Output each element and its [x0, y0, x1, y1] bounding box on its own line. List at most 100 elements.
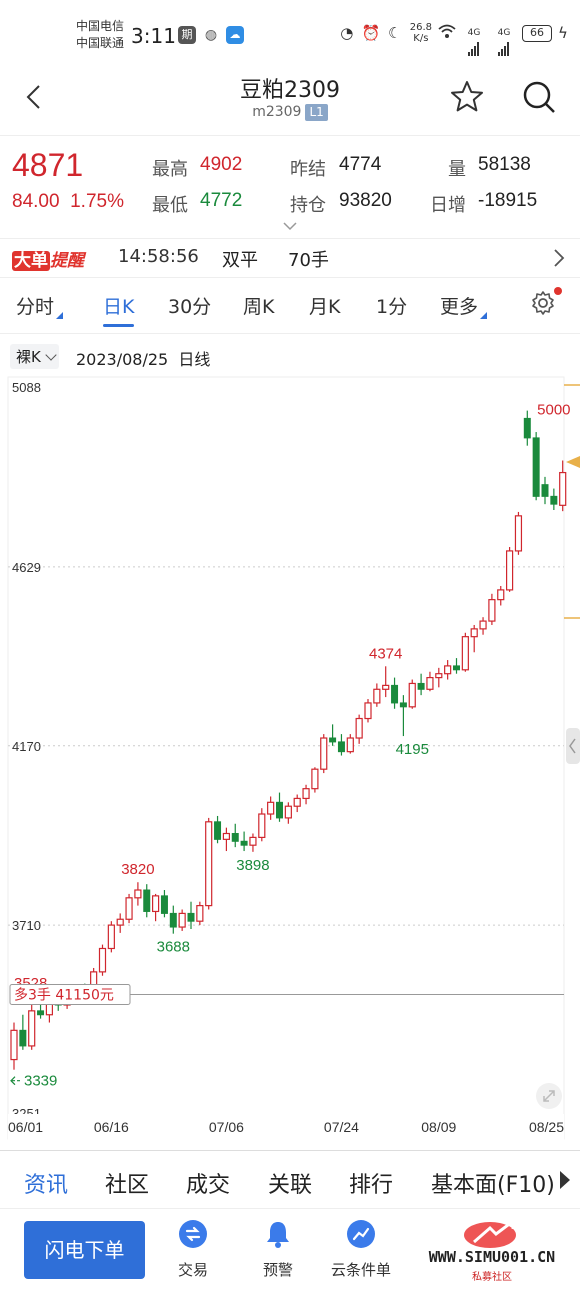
alert-tag-large-order: 大单 [12, 251, 50, 271]
candle [444, 660, 452, 680]
tab-30min[interactable]: 30分 [168, 292, 211, 319]
x-tick-label: 06/16 [94, 1119, 129, 1135]
alert-tag-reminder: 提醒 [50, 251, 84, 271]
status-bar: 中国电信 中国联通 3:11 期 ◍ ☁ ◔ ⏰ ☾ 26.8 K/s 4G 4… [0, 0, 580, 60]
trade-button[interactable]: 交易 [158, 1219, 228, 1280]
candle [479, 617, 487, 635]
price-alert-button[interactable]: 预警 [243, 1219, 313, 1280]
tab-trades[interactable]: 成交 [186, 1173, 231, 1198]
price-annotation: 3820 [121, 861, 154, 878]
candle [373, 683, 381, 707]
notification-dot [554, 287, 562, 295]
right-edge-markers [564, 384, 580, 619]
candle [461, 632, 469, 672]
contract-title: 豆粕2309 [240, 78, 340, 103]
expand-chevron-icon[interactable] [282, 221, 298, 231]
candle [391, 677, 399, 709]
tab-more-label: 更多 [440, 296, 479, 318]
alert-time: 14:58:56 [118, 246, 199, 267]
tab-monthly-k-label: 月K [309, 296, 341, 318]
expand-chart-button[interactable] [536, 1083, 562, 1109]
candle [169, 905, 177, 934]
candle [514, 511, 523, 555]
candle [284, 802, 292, 824]
tab-weekly-k-label: 周K [243, 296, 275, 318]
battery-indicator: 66 [522, 24, 552, 42]
side-drawer-handle[interactable] [566, 728, 580, 764]
back-button[interactable] [20, 82, 50, 112]
candle [98, 944, 107, 976]
tab-1min[interactable]: 1分 [376, 292, 407, 319]
tab-weekly-k[interactable]: 周K [243, 292, 274, 319]
trade-icon [179, 1220, 207, 1248]
site-watermark: WWW.SIMU001.CN 私募社区 [404, 1218, 580, 1284]
tab-related[interactable]: 关联 [268, 1173, 313, 1198]
tab-intraday[interactable]: 分时 [16, 292, 64, 319]
bottom-toolbar: 闪电下单 交易 预警 云条件单 [0, 1208, 580, 1289]
tab-news[interactable]: 资讯 [24, 1167, 69, 1211]
net-speed-unit: K/s [413, 33, 429, 44]
tab-monthly-k[interactable]: 月K [309, 292, 340, 319]
tab-fundamentals[interactable]: 基本面(F10) [431, 1173, 555, 1198]
large-order-alert[interactable]: 大单 提醒 14:58:56 双平 70手 [0, 240, 580, 278]
high-label: 最高 [152, 159, 188, 180]
x-tick-label: 07/24 [324, 1119, 359, 1135]
wifi-icon [438, 24, 456, 42]
tab-more[interactable]: 更多 [440, 292, 488, 319]
x-tick-label: 08/25 [529, 1119, 564, 1135]
net-speed-value: 26.8 [409, 22, 432, 33]
tab-intraday-label: 分时 [16, 296, 55, 318]
open-interest-value: 93820 [339, 190, 392, 211]
price-change: 84.00 1.75% [12, 191, 124, 213]
candle [523, 410, 531, 446]
status-time: 3:11 [131, 24, 176, 48]
price-annotation: 3339 [24, 1073, 57, 1090]
tab-ranking[interactable]: 排行 [349, 1173, 394, 1198]
price-annotation: 3688 [157, 939, 190, 956]
candle [28, 1003, 36, 1050]
candle [417, 673, 425, 696]
position-line[interactable]: 多3手 41150元 [9, 983, 564, 1005]
favorite-button[interactable] [448, 78, 486, 116]
low-label: 最低 [152, 195, 188, 216]
candle [143, 884, 151, 918]
daily-change-value: -18915 [478, 190, 538, 211]
speedometer-icon: ◔ [340, 24, 354, 42]
low-value: 4772 [200, 190, 243, 211]
tab-daily-k[interactable]: 日K [103, 292, 135, 327]
cloud-order-label: 云条件单 [330, 1261, 391, 1279]
cloud-order-button[interactable]: 云条件单 [326, 1219, 396, 1280]
candle [506, 547, 514, 592]
position-label: 多3手 41150元 [14, 986, 114, 1003]
candle [453, 658, 460, 674]
wechat-icon: ◍ [202, 26, 220, 44]
settings-gear-icon[interactable] [530, 290, 556, 316]
candle [355, 714, 363, 744]
tab-daily-k-label: 日K [103, 296, 135, 318]
candle [364, 699, 372, 723]
candle [435, 667, 443, 688]
x-tick-label: 08/09 [421, 1119, 456, 1135]
candle [293, 794, 301, 813]
low-arrow-head [10, 1076, 16, 1086]
period-tabs: 分时 日K 30分 周K 月K 1分 更多 [0, 280, 580, 334]
tab-community[interactable]: 社区 [105, 1173, 150, 1198]
charging-icon: ϟ [558, 24, 568, 42]
candle [320, 734, 328, 774]
dropdown-triangle-icon [56, 312, 64, 319]
search-button[interactable] [520, 78, 558, 116]
chart-mode-select[interactable]: 裸K [10, 344, 59, 369]
chevron-right-icon [554, 249, 565, 267]
alert-type: 双平 [222, 250, 258, 271]
prev-settle-label: 昨结 [290, 159, 326, 180]
candle [214, 815, 222, 844]
scroll-right-arrow-icon[interactable] [560, 1171, 570, 1189]
quote-panel[interactable]: 4871 84.00 1.75% 最高 4902 最低 4772 昨结 4774… [0, 137, 580, 239]
candle [559, 460, 567, 512]
signal-icon-1: 4G [462, 24, 486, 56]
flash-order-button[interactable]: 闪电下单 [24, 1221, 145, 1279]
candle [337, 734, 345, 756]
carrier-1: 中国电信 [76, 19, 125, 33]
